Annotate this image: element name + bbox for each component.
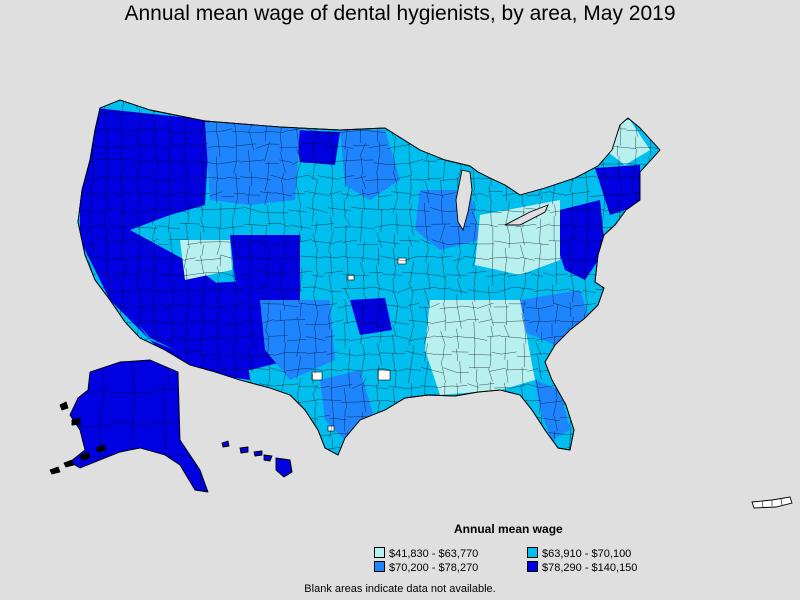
legend-swatch-2 <box>527 547 538 558</box>
map-region <box>205 122 300 205</box>
map-region <box>230 235 300 300</box>
legend-title: Annual mean wage <box>454 522 563 536</box>
alaska-aleutian-islands <box>49 401 107 475</box>
no-data-area <box>397 257 407 265</box>
great-lake-michigan <box>455 169 473 232</box>
us-outline <box>77 99 661 456</box>
legend-swatch-4 <box>527 561 538 572</box>
puerto-rico <box>751 496 793 509</box>
map-region <box>350 298 392 335</box>
map-region <box>555 200 605 280</box>
legend-item-3: $70,200 - $78,270 <box>374 561 478 574</box>
no-data-area <box>377 369 391 381</box>
legend-swatch-3 <box>374 561 385 572</box>
map-region <box>425 300 535 395</box>
map-region <box>340 130 400 200</box>
legend-item-1: $41,830 - $63,770 <box>374 547 478 560</box>
legend-item-4: $78,290 - $140,150 <box>527 561 637 574</box>
legend-label-2: $63,910 - $70,100 <box>542 548 632 560</box>
map-region <box>595 165 640 215</box>
map-legend: Annual mean wage $41,830 - $63,770 $63,9… <box>372 520 672 580</box>
great-lake-erie <box>504 204 549 226</box>
legend-label-3: $70,200 - $78,270 <box>389 562 479 574</box>
map-region <box>295 130 340 165</box>
map-title: Annual mean wage of dental hygienists, b… <box>124 2 676 25</box>
legend-label-4: $78,290 - $140,150 <box>542 562 638 574</box>
no-data-area <box>347 274 355 281</box>
no-data-area <box>311 371 323 381</box>
map-region <box>80 108 250 380</box>
map-region <box>475 200 560 275</box>
footnote: Blank areas indicate data not available. <box>304 583 496 595</box>
legend-item-2: $63,910 - $70,100 <box>527 547 631 560</box>
map-region <box>535 380 570 440</box>
hawaii-islands <box>221 440 293 478</box>
legend-swatch-1 <box>374 547 385 558</box>
legend-label-1: $41,830 - $63,770 <box>389 548 479 560</box>
